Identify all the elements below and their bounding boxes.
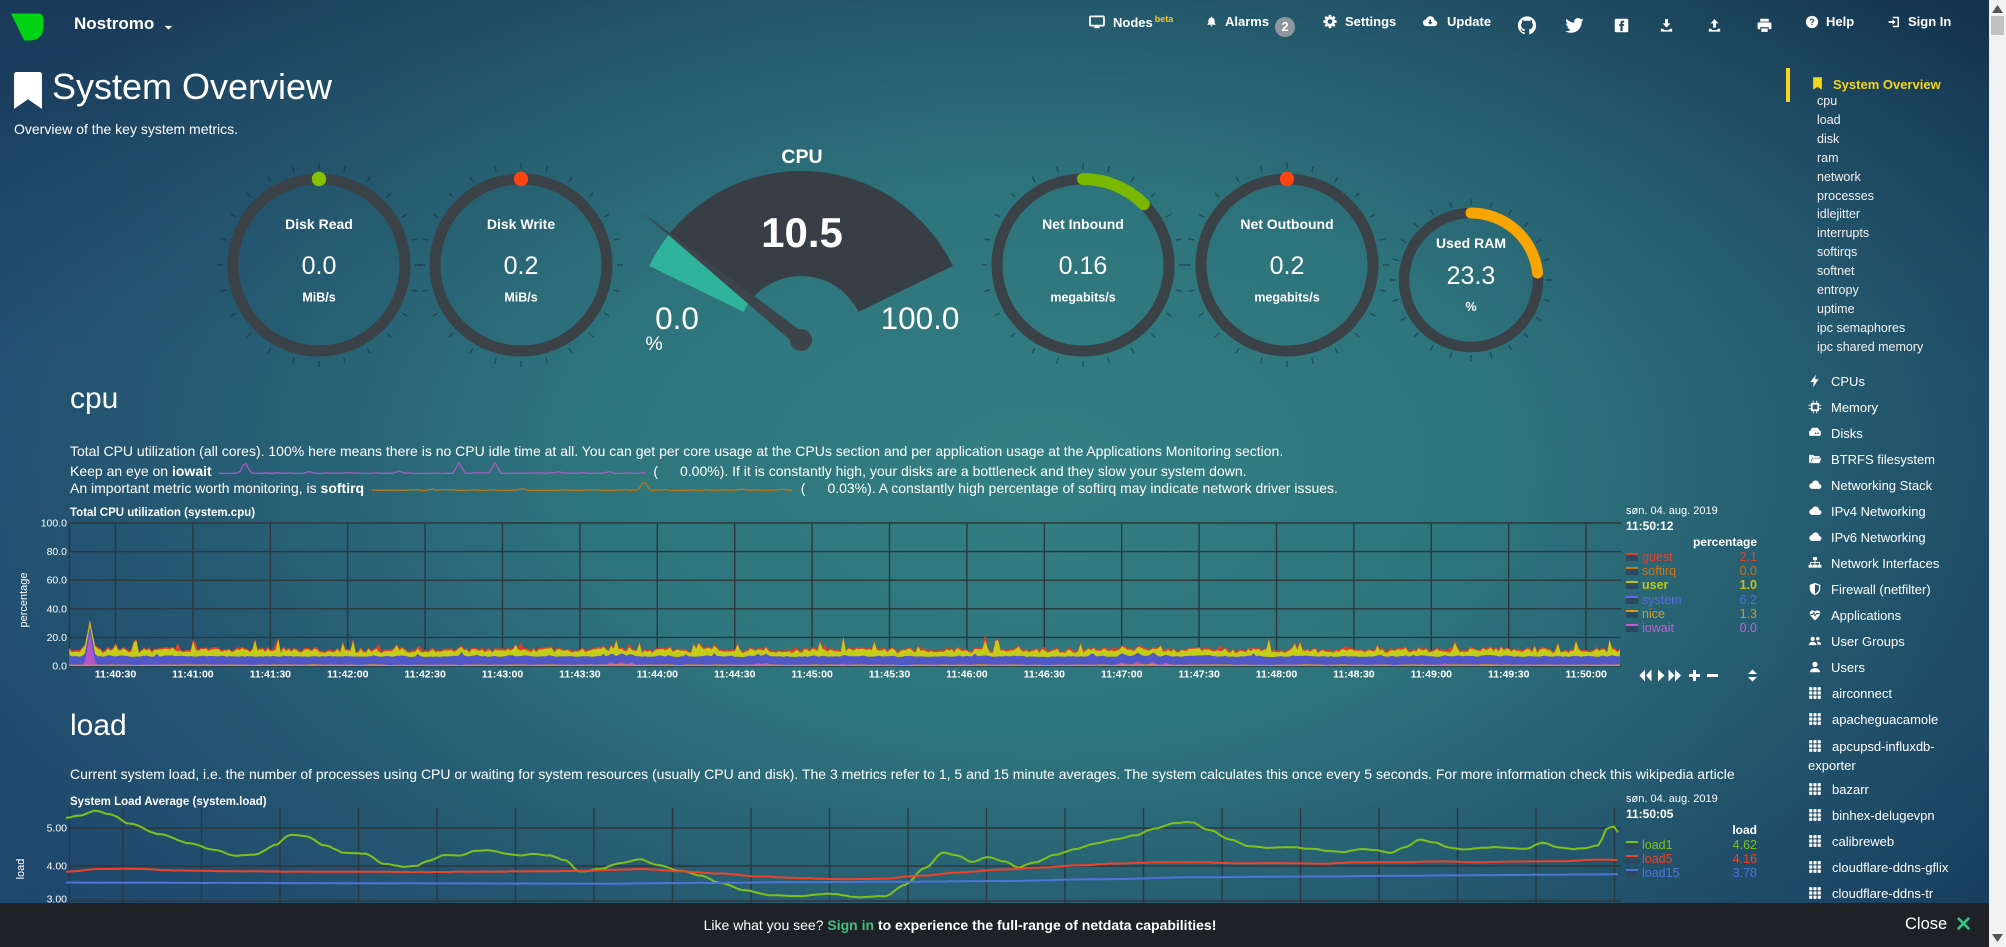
svg-text:Net Inbound: Net Inbound bbox=[1042, 216, 1124, 232]
svg-text:11:49:30: 11:49:30 bbox=[1488, 669, 1530, 681]
svg-text:100.0: 100.0 bbox=[41, 518, 67, 530]
svg-text:11:43:30: 11:43:30 bbox=[559, 669, 601, 681]
svg-text:11:45:30: 11:45:30 bbox=[869, 669, 911, 681]
svg-text:11:49:00: 11:49:00 bbox=[1411, 669, 1453, 681]
svg-text:11:46:00: 11:46:00 bbox=[946, 669, 988, 681]
svg-text:CPU: CPU bbox=[781, 146, 822, 168]
svg-text:11:46:30: 11:46:30 bbox=[1024, 669, 1066, 681]
svg-text:MiB/s: MiB/s bbox=[302, 291, 335, 305]
svg-text:0.0: 0.0 bbox=[655, 300, 699, 336]
svg-text:11:50:00: 11:50:00 bbox=[1565, 669, 1607, 681]
svg-text:11:42:30: 11:42:30 bbox=[404, 669, 446, 681]
svg-text:5.00: 5.00 bbox=[47, 823, 68, 835]
svg-text:megabits/s: megabits/s bbox=[1050, 291, 1115, 305]
svg-text:4.00: 4.00 bbox=[47, 861, 68, 873]
svg-text:11:41:30: 11:41:30 bbox=[250, 669, 292, 681]
svg-text:10.5: 10.5 bbox=[761, 209, 843, 256]
svg-text:Disk Write: Disk Write bbox=[487, 216, 555, 232]
svg-text:11:48:00: 11:48:00 bbox=[1256, 669, 1298, 681]
svg-text:0.2: 0.2 bbox=[1270, 252, 1305, 280]
svg-text:100.0: 100.0 bbox=[881, 300, 960, 336]
svg-text:11:44:00: 11:44:00 bbox=[637, 669, 679, 681]
svg-text:11:40:30: 11:40:30 bbox=[95, 669, 137, 681]
svg-text:%: % bbox=[645, 333, 662, 355]
svg-text:11:41:00: 11:41:00 bbox=[172, 669, 214, 681]
svg-text:40.0: 40.0 bbox=[47, 603, 68, 615]
svg-text:Disk Read: Disk Read bbox=[285, 216, 353, 232]
svg-text:11:48:30: 11:48:30 bbox=[1333, 669, 1375, 681]
svg-text:11:45:00: 11:45:00 bbox=[791, 669, 833, 681]
svg-text:MiB/s: MiB/s bbox=[504, 291, 537, 305]
svg-text:0.0: 0.0 bbox=[52, 661, 67, 673]
svg-text:Net Outbound: Net Outbound bbox=[1240, 216, 1333, 232]
svg-text:Used RAM: Used RAM bbox=[1436, 235, 1506, 251]
svg-text:11:47:30: 11:47:30 bbox=[1178, 669, 1220, 681]
svg-text:60.0: 60.0 bbox=[47, 575, 68, 587]
svg-text:20.0: 20.0 bbox=[47, 632, 68, 644]
svg-text:11:47:00: 11:47:00 bbox=[1101, 669, 1143, 681]
svg-text:3.00: 3.00 bbox=[47, 894, 68, 904]
svg-text:megabits/s: megabits/s bbox=[1254, 291, 1319, 305]
svg-text:23.3: 23.3 bbox=[1447, 262, 1496, 290]
svg-text:11:42:00: 11:42:00 bbox=[327, 669, 369, 681]
svg-text:?: ? bbox=[1809, 17, 1814, 27]
svg-text:0.2: 0.2 bbox=[504, 252, 539, 280]
svg-text:0.16: 0.16 bbox=[1059, 252, 1108, 280]
svg-text:11:44:30: 11:44:30 bbox=[714, 669, 756, 681]
svg-text:%: % bbox=[1465, 300, 1476, 314]
svg-text:11:43:00: 11:43:00 bbox=[482, 669, 524, 681]
svg-text:80.0: 80.0 bbox=[47, 546, 68, 558]
svg-text:0.0: 0.0 bbox=[302, 252, 337, 280]
